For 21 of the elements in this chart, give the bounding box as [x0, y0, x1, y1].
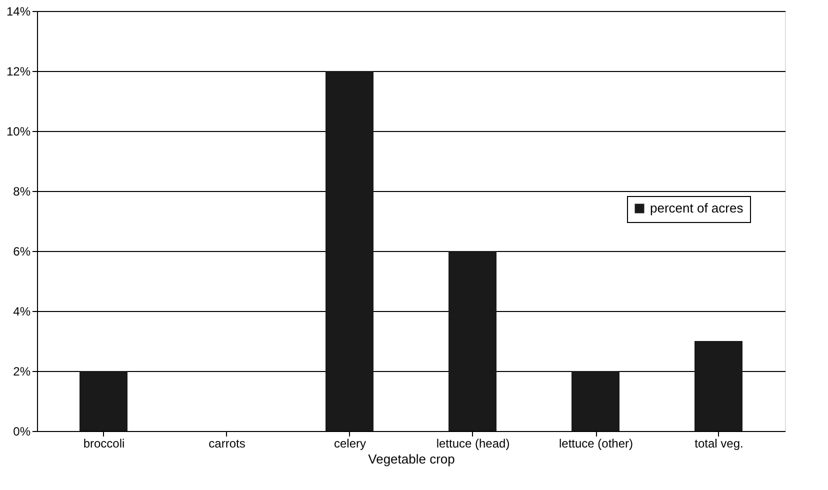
- y-tick-label: 4%: [13, 304, 31, 318]
- y-tick-label: 0%: [13, 424, 31, 438]
- x-tick-label: celery: [334, 436, 366, 450]
- bar: [326, 71, 374, 431]
- y-tick-label: 12%: [6, 64, 31, 78]
- x-tick-label: lettuce (other): [558, 436, 634, 450]
- bar: [448, 251, 496, 431]
- y-tick-label: 8%: [13, 184, 31, 198]
- y-tick-label: 2%: [13, 364, 31, 378]
- x-tick-label: lettuce (head): [436, 436, 510, 450]
- legend-label: percent of acres: [650, 200, 744, 216]
- x-tick-label: total veg.: [694, 436, 744, 450]
- y-tick-label: 14%: [6, 4, 31, 18]
- y-tick-label: 10%: [6, 124, 31, 138]
- x-axis-title: Vegetable crop: [368, 452, 455, 466]
- bar: [80, 371, 128, 431]
- y-tick-label: 6%: [13, 244, 31, 258]
- bar: [572, 371, 620, 431]
- x-tick-label: carrots: [208, 436, 246, 450]
- bar: [694, 341, 742, 431]
- x-tick-label: broccoli: [83, 436, 125, 450]
